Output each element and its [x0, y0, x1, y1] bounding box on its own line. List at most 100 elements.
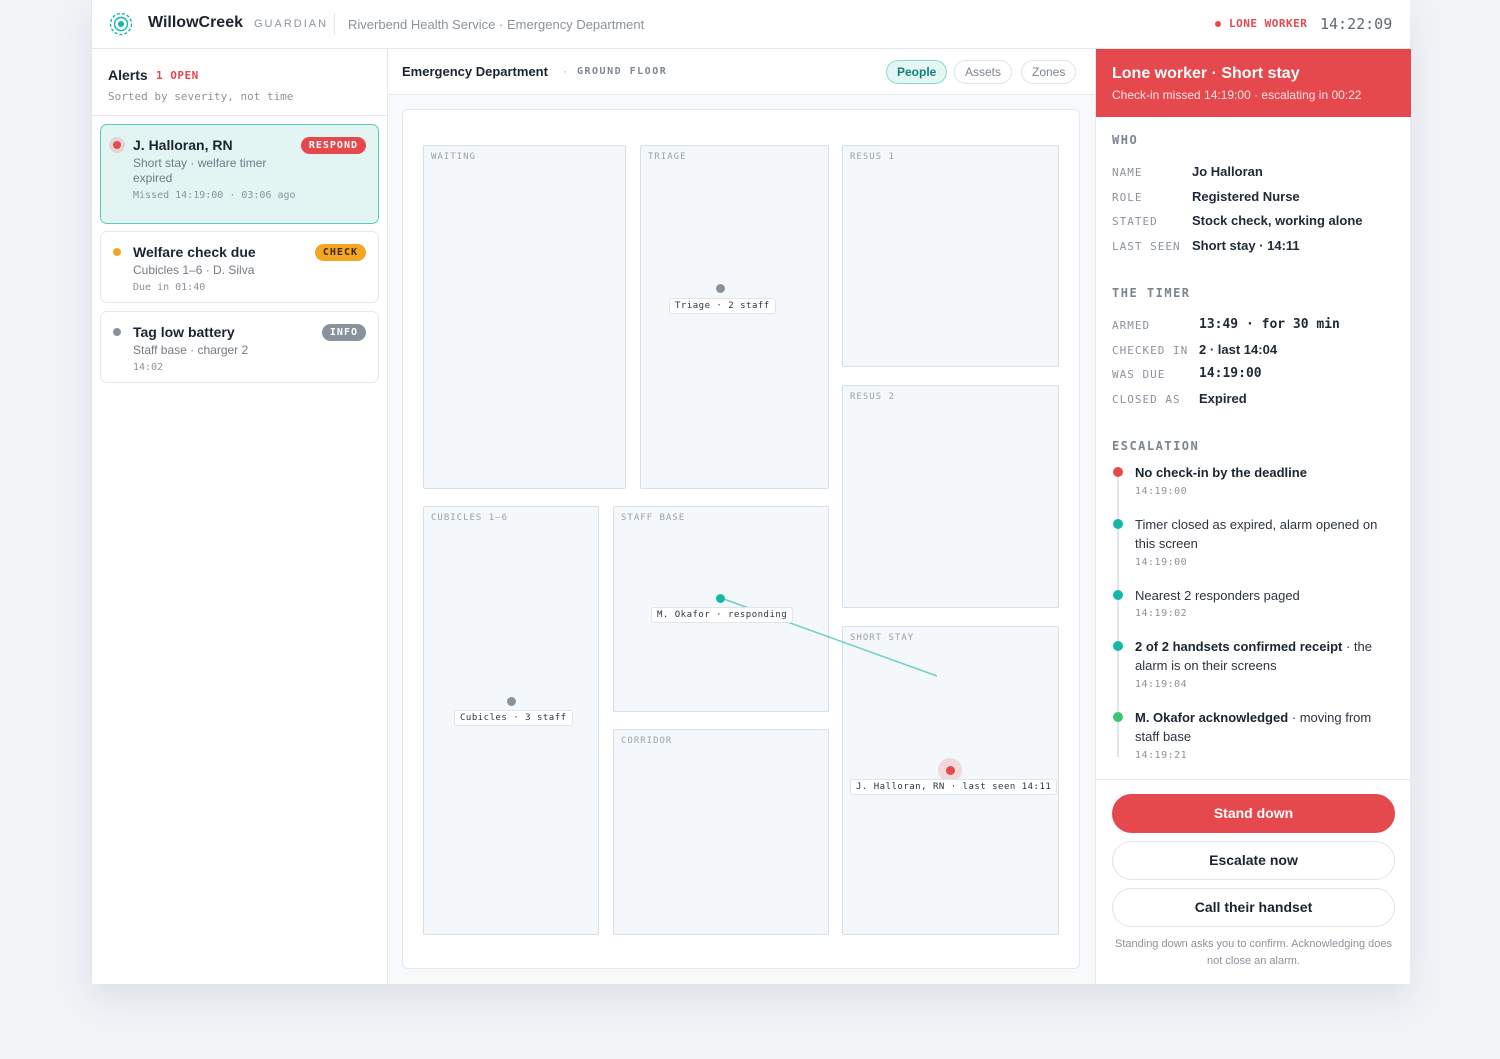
zone-label: CUBICLES 1–6	[431, 513, 509, 523]
timer-value: 13:49 · for 30 min	[1199, 317, 1340, 332]
section-who-title: WHO	[1112, 133, 1139, 147]
zone-label: SHORT STAY	[850, 633, 915, 643]
timer-value: Expired	[1199, 391, 1247, 406]
timeline-dot-icon	[1113, 712, 1123, 722]
cubicles-marker-icon[interactable]	[507, 697, 516, 706]
severity-dot-icon	[113, 328, 121, 336]
timeline-event: Timer closed as expired, alarm opened on…	[1135, 515, 1397, 553]
event-time: 14:19:21	[1135, 750, 1188, 761]
okafor-marker-label: M. Okafor · responding	[651, 607, 794, 623]
alert-description: Short stay · welfare timer expired	[133, 156, 267, 185]
timeline-event: Nearest 2 responders paged	[1135, 586, 1397, 605]
timer-key: CHECKED IN	[1112, 344, 1189, 357]
timeline-event: M. Okafor acknowledged · moving from sta…	[1135, 708, 1397, 746]
who-value: Registered Nurse	[1192, 189, 1300, 204]
timeline-dot-icon	[1113, 590, 1123, 600]
respond-badge[interactable]: RESPOND	[300, 137, 366, 154]
separator: ·	[563, 64, 567, 78]
who-key: ROLE	[1112, 191, 1143, 204]
alert-title: Tag low battery	[133, 324, 235, 340]
alert-card-halloran[interactable]: J. Halloran, RN Short stay · welfare tim…	[100, 124, 379, 224]
event-bold: No check-in by the deadline	[1135, 465, 1307, 480]
alerts-panel: Alerts 1 OPEN Sorted by severity, not ti…	[92, 49, 388, 984]
alerts-title: Alerts	[108, 67, 148, 83]
who-key: NAME	[1112, 166, 1143, 179]
event-text: · the alarm is on their screens	[1135, 639, 1372, 673]
alert-description: Staff base · charger 2	[133, 343, 249, 357]
section-timer-title: THE TIMER	[1112, 286, 1191, 300]
header-divider	[334, 13, 335, 35]
severity-dot-icon	[113, 141, 121, 149]
floor-label: GROUND FLOOR	[577, 66, 668, 77]
timeline-event: No check-in by the deadline	[1135, 463, 1397, 482]
filter-people[interactable]: People	[886, 60, 948, 84]
timeline-event: 2 of 2 handsets confirmed receipt · the …	[1135, 637, 1397, 675]
zone-label: WAITING	[431, 152, 476, 162]
cubicles-marker-label: Cubicles · 3 staff	[454, 710, 573, 726]
escalate-now-button[interactable]: Escalate now	[1112, 841, 1395, 880]
event-time: 14:19:02	[1135, 608, 1188, 619]
alarm-title: Lone worker · Short stay	[1112, 65, 1300, 82]
timer-value: 14:19:00	[1199, 366, 1262, 381]
divider	[92, 115, 388, 116]
check-badge[interactable]: CHECK	[314, 244, 366, 261]
map-panel: Emergency Department · GROUND FLOOR Peop…	[388, 49, 1095, 984]
okafor-marker-icon[interactable]	[716, 594, 725, 603]
halloran-marker-label: J. Halloran, RN · last seen 14:11	[850, 779, 1058, 795]
who-key: STATED	[1112, 215, 1158, 228]
timer-key: ARMED	[1112, 319, 1151, 332]
severity-dot-icon	[113, 248, 121, 256]
logo-icon	[109, 12, 133, 36]
zone-resus-2[interactable]: RESUS 2	[842, 385, 1059, 608]
filter-zones[interactable]: Zones	[1021, 60, 1077, 84]
map-header: Emergency Department · GROUND FLOOR Peop…	[388, 49, 1095, 95]
zone-label: CORRIDOR	[621, 736, 673, 746]
timer-key: CLOSED AS	[1112, 393, 1181, 406]
actions-footnote: Standing down asks you to confirm. Ackno…	[1115, 938, 1392, 967]
alert-meta: Due in 01:40	[133, 282, 206, 293]
event-time: 14:19:00	[1135, 557, 1188, 568]
product-name: GUARDIAN	[254, 18, 329, 30]
event-bold: 2 of 2 handsets confirmed receipt	[1135, 639, 1343, 654]
triage-marker-label: Triage · 2 staff	[669, 298, 776, 314]
brand-name: WillowCreek	[148, 14, 243, 31]
zone-label: TRIAGE	[648, 152, 687, 162]
timeline-dot-icon	[1113, 467, 1123, 477]
who-value: Stock check, working alone	[1192, 213, 1363, 228]
triage-marker-icon[interactable]	[716, 284, 725, 293]
call-handset-button[interactable]: Call their handset	[1112, 888, 1395, 927]
detail-panel: Lone worker · Short stay Check-in missed…	[1095, 49, 1411, 984]
response-route	[720, 597, 938, 677]
info-badge[interactable]: INFO	[321, 324, 366, 341]
alert-meta: Missed 14:19:00 · 03:06 ago	[133, 190, 296, 201]
who-value: Jo Halloran	[1192, 164, 1263, 179]
zone-waiting[interactable]: WAITING	[423, 145, 626, 489]
floor-plan: WAITING TRIAGE RESUS 1 RESUS 2 CUBICLES …	[402, 109, 1080, 969]
timeline-dot-icon	[1113, 519, 1123, 529]
alerts-subtitle: Sorted by severity, not time	[108, 90, 294, 103]
event-text: Timer closed as expired, alarm opened on…	[1135, 517, 1378, 551]
zone-label: RESUS 2	[850, 392, 895, 402]
alert-card-welfare[interactable]: Welfare check due Cubicles 1–6 · D. Silv…	[100, 231, 379, 303]
zone-label: STAFF BASE	[621, 513, 686, 523]
alert-card-battery[interactable]: Tag low battery Staff base · charger 2 1…	[100, 311, 379, 383]
stand-down-button[interactable]: Stand down	[1112, 794, 1395, 833]
filter-assets[interactable]: Assets	[954, 60, 1013, 84]
timer-value: 2 · last 14:04	[1199, 342, 1278, 357]
halloran-marker-icon[interactable]	[946, 766, 955, 775]
top-bar: WillowCreek GUARDIAN Riverbend Health Se…	[92, 0, 1410, 49]
timer-key: WAS DUE	[1112, 368, 1166, 381]
clock: 14:22:09	[1320, 15, 1393, 33]
divider	[1096, 779, 1411, 780]
zone-triage[interactable]: TRIAGE	[640, 145, 829, 489]
timeline-dot-icon	[1113, 641, 1123, 651]
alarm-subtitle: Check-in missed 14:19:00 · escalating in…	[1112, 88, 1362, 102]
status-dot-icon	[1215, 21, 1221, 27]
event-bold: M. Okafor acknowledged	[1135, 710, 1289, 725]
breadcrumb: Riverbend Health Service · Emergency Dep…	[348, 17, 645, 32]
status-label: LONE WORKER	[1229, 17, 1308, 30]
alert-meta: 14:02	[133, 362, 164, 373]
zone-resus-1[interactable]: RESUS 1	[842, 145, 1059, 367]
zone-corridor[interactable]: CORRIDOR	[613, 729, 829, 935]
section-escalation-title: ESCALATION	[1112, 439, 1200, 453]
